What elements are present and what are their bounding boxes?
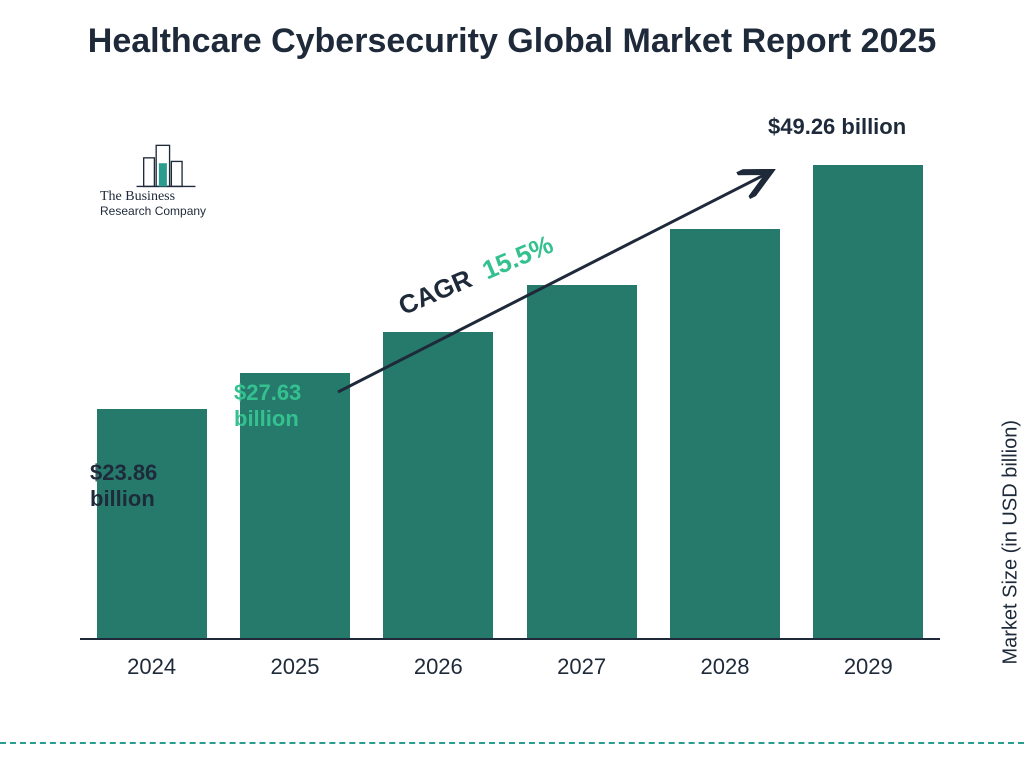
x-axis-label: 2025 xyxy=(225,654,365,680)
bar xyxy=(383,332,493,638)
bar xyxy=(813,165,923,638)
y-axis-label: Market Size (in USD billion) xyxy=(1000,420,1023,665)
bar xyxy=(527,285,637,638)
bar-group xyxy=(82,158,222,638)
x-axis-label: 2024 xyxy=(82,654,222,680)
footer-divider xyxy=(0,742,1024,744)
x-axis-label: 2027 xyxy=(512,654,652,680)
x-axis-label: 2029 xyxy=(798,654,938,680)
chart-title: Healthcare Cybersecurity Global Market R… xyxy=(0,22,1024,61)
page: Healthcare Cybersecurity Global Market R… xyxy=(0,0,1024,768)
x-axis-line xyxy=(80,638,940,640)
x-axis-label: 2026 xyxy=(368,654,508,680)
x-axis-label: 2028 xyxy=(655,654,795,680)
bars-container xyxy=(80,158,940,638)
bar-value-label: $23.86billion xyxy=(90,460,220,513)
bar-group xyxy=(798,158,938,638)
bar-group xyxy=(512,158,652,638)
bar-group xyxy=(368,158,508,638)
bar xyxy=(670,229,780,638)
bar-chart: 202420252026202720282029 xyxy=(80,130,940,680)
bar xyxy=(97,409,207,638)
bar-value-label: $27.63billion xyxy=(234,380,364,433)
x-axis-labels: 202420252026202720282029 xyxy=(80,654,940,680)
bar-group xyxy=(655,158,795,638)
bar-value-label: $49.26 billion xyxy=(768,114,968,140)
